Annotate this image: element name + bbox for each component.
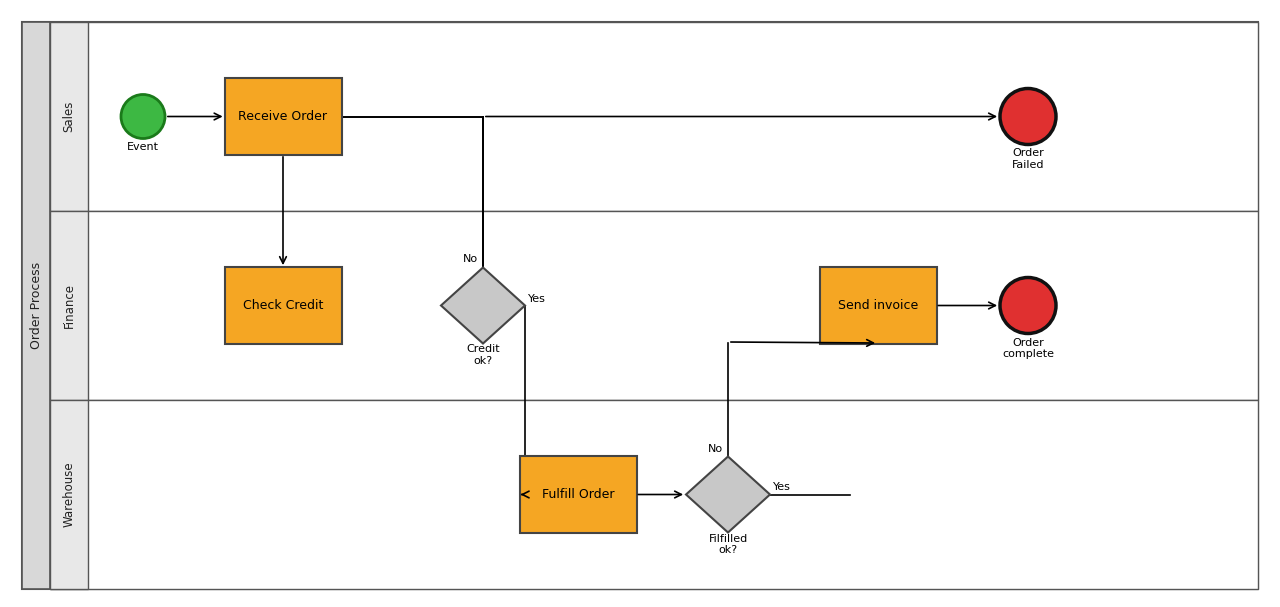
- Text: Yes: Yes: [529, 294, 545, 304]
- Text: Check Credit: Check Credit: [243, 299, 323, 312]
- Text: Yes: Yes: [773, 483, 791, 492]
- Text: No: No: [463, 254, 477, 265]
- Ellipse shape: [122, 95, 165, 138]
- Ellipse shape: [1000, 89, 1056, 144]
- Text: Order Process: Order Process: [29, 262, 42, 349]
- FancyBboxPatch shape: [819, 267, 937, 344]
- FancyBboxPatch shape: [22, 22, 1258, 589]
- Bar: [22, 22, 50, 589]
- Text: Warehouse: Warehouse: [63, 462, 76, 527]
- Text: Sales: Sales: [63, 101, 76, 132]
- Polygon shape: [686, 456, 771, 532]
- Text: Finance: Finance: [63, 283, 76, 328]
- Text: Send invoice: Send invoice: [838, 299, 918, 312]
- Text: Receive Order: Receive Order: [238, 110, 328, 123]
- Bar: [50, 211, 88, 400]
- Text: Order
Failed: Order Failed: [1011, 149, 1044, 170]
- Bar: [50, 211, 1258, 400]
- Bar: [50, 22, 88, 211]
- FancyBboxPatch shape: [224, 267, 342, 344]
- Text: Fulfill Order: Fulfill Order: [541, 488, 614, 501]
- Text: Order
complete: Order complete: [1002, 337, 1053, 359]
- Bar: [50, 400, 88, 589]
- Ellipse shape: [1000, 277, 1056, 333]
- Text: Credit
ok?: Credit ok?: [466, 345, 499, 366]
- FancyBboxPatch shape: [520, 456, 636, 533]
- Bar: [50, 400, 1258, 589]
- Polygon shape: [442, 268, 525, 344]
- Text: Event: Event: [127, 143, 159, 152]
- Bar: [50, 22, 1258, 211]
- Text: Filfilled
ok?: Filfilled ok?: [708, 534, 748, 555]
- Text: No: No: [708, 444, 723, 453]
- FancyBboxPatch shape: [224, 78, 342, 155]
